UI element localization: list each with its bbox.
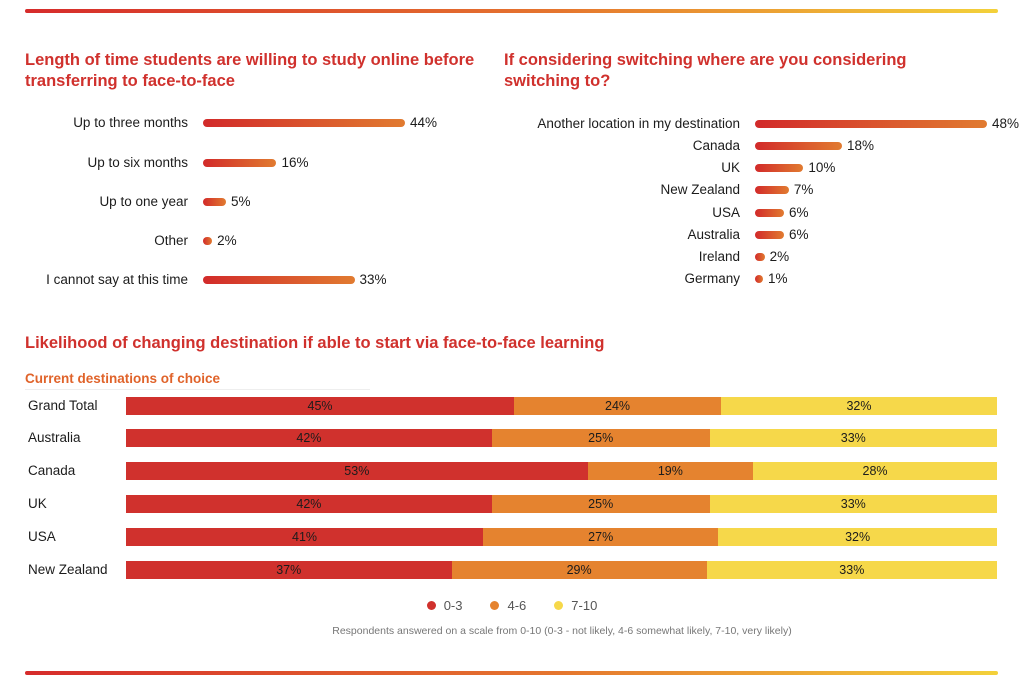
segment-low: 42% [126, 495, 492, 513]
bar-label: New Zealand [660, 182, 740, 197]
segment-high: 28% [753, 462, 997, 480]
top-divider [25, 9, 998, 13]
segment-low: 37% [126, 561, 452, 579]
segment-low: 45% [126, 397, 515, 415]
chart2-title: If considering switching where are you c… [504, 51, 907, 90]
bar [755, 164, 804, 172]
row-label: Grand Total [28, 398, 98, 413]
bar [755, 209, 784, 217]
bar [203, 198, 226, 206]
segment-mid: 24% [514, 397, 722, 415]
bar-label: Canada [692, 138, 740, 153]
segment-low: 53% [126, 462, 588, 480]
segment-high: 32% [721, 397, 997, 415]
row-label: New Zealand [28, 562, 108, 577]
bar-label: Up to six months [87, 155, 188, 170]
segment-low: 42% [126, 429, 492, 447]
bar-value-label: 16% [281, 155, 309, 170]
bar [755, 120, 987, 128]
segment-high: 33% [706, 561, 997, 579]
bar-value-label: 2% [217, 233, 237, 248]
legend-dot-mid [490, 601, 500, 610]
segment-mid: 25% [491, 429, 710, 447]
bar-label: Other [154, 233, 188, 248]
legend-item-high: 7-10 [554, 598, 597, 613]
legend-label-high: 7-10 [571, 598, 598, 613]
bar [203, 119, 405, 127]
segment-high: 33% [709, 495, 997, 513]
segment-high: 33% [709, 429, 997, 447]
bar-label: UK [721, 160, 740, 175]
legend-label-low: 0-3 [443, 598, 463, 613]
bar-value-label: 2% [769, 249, 790, 264]
bar-label: Up to three months [73, 115, 188, 130]
row-label: UK [28, 496, 47, 511]
bar-value-label: 18% [847, 138, 875, 153]
bar-label: Another location in my destination [537, 116, 740, 131]
bar-label: Germany [684, 271, 740, 286]
row-label: Canada [28, 463, 76, 478]
bar-label: I cannot say at this time [46, 272, 188, 287]
bar [755, 186, 789, 194]
bar-value-label: 10% [808, 160, 836, 175]
segment-mid: 29% [451, 561, 707, 579]
chart1-title: Length of time students are willing to s… [25, 51, 475, 90]
chart3-title: Likelihood of changing destination if ab… [25, 334, 605, 352]
bar-value-label: 6% [789, 227, 809, 242]
bar-label: Australia [687, 227, 740, 242]
legend-item-low: 0-3 [426, 598, 463, 613]
segment-mid: 19% [587, 462, 754, 480]
bar [203, 159, 277, 167]
bar-label: Ireland [698, 249, 740, 264]
chart3-footnote: Respondents answered on a scale from 0-1… [332, 625, 792, 637]
bar-label: Up to one year [99, 194, 188, 209]
bar-value-label: 6% [789, 205, 809, 220]
subtitle-underline [25, 389, 370, 390]
legend-dot-high [554, 601, 564, 610]
bar-value-label: 5% [230, 194, 251, 209]
segment-high: 32% [718, 528, 997, 546]
segment-mid: 25% [491, 495, 710, 513]
bar-label: USA [712, 205, 740, 220]
bar [755, 275, 763, 283]
bar [755, 253, 765, 261]
bottom-divider [25, 671, 998, 675]
bar-value-label: 7% [793, 182, 814, 197]
legend-dot-low [426, 601, 436, 610]
segment-low: 41% [126, 528, 484, 546]
bar-value-label: 44% [410, 115, 438, 130]
bar [203, 237, 213, 245]
bar [203, 276, 355, 284]
bar-value-label: 48% [992, 116, 1020, 131]
bar-value-label: 1% [768, 271, 788, 286]
bar [755, 142, 842, 150]
row-label: USA [28, 529, 56, 544]
segment-mid: 27% [483, 528, 719, 546]
chart3-subtitle: Current destinations of choice [25, 371, 221, 386]
legend-label-mid: 4-6 [507, 598, 527, 613]
bar-value-label: 33% [359, 272, 387, 287]
legend-item-mid: 4-6 [490, 598, 526, 613]
chart3-legend: 0-3 4-6 7-10 [0, 598, 1024, 613]
bar [755, 231, 784, 239]
row-label: Australia [28, 430, 81, 445]
